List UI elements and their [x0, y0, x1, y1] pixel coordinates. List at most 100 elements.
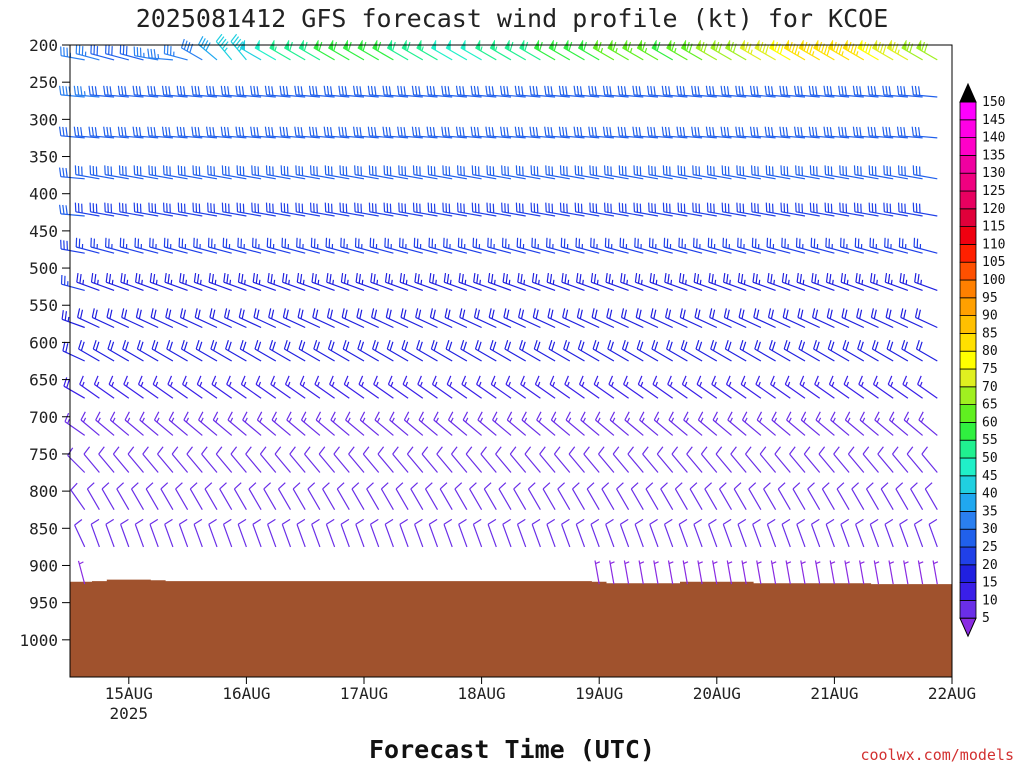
wind-barb — [163, 202, 188, 217]
barb-shaft — [869, 246, 894, 254]
y-tick-label: 400 — [29, 185, 58, 204]
barb-shaft — [430, 316, 453, 329]
barb-shaft — [634, 246, 659, 254]
barb-half — [644, 47, 648, 53]
credit-text[interactable]: coolwx.com/models — [860, 746, 1014, 764]
wind-barb — [708, 273, 732, 291]
barb-full — [314, 375, 320, 385]
barb-full — [801, 341, 806, 351]
wind-barb — [691, 85, 717, 98]
barb-full — [195, 340, 200, 350]
wind-barb — [568, 446, 585, 473]
barb-shaft — [476, 383, 497, 399]
barb-full — [459, 308, 463, 318]
barb-full — [818, 446, 826, 455]
wind-barb — [414, 518, 424, 548]
barb-shaft — [855, 246, 879, 254]
barb-shaft — [157, 453, 174, 473]
wind-barb — [711, 375, 732, 399]
barb-half — [449, 381, 453, 387]
barb-full — [811, 85, 815, 96]
barb-shaft — [255, 383, 277, 399]
barb-shaft — [198, 419, 218, 436]
wind-barb — [545, 165, 570, 180]
colorbar-segment — [959, 404, 977, 423]
wind-barb — [436, 446, 453, 473]
barb-full — [65, 343, 69, 353]
barb-shaft — [811, 246, 835, 254]
barb-shaft — [369, 135, 394, 139]
barb-full — [226, 274, 229, 284]
barb-full — [94, 127, 98, 137]
barb-shaft — [630, 488, 644, 510]
wind-barb — [59, 167, 85, 180]
wind-barb — [851, 482, 865, 510]
barb-full — [341, 85, 344, 96]
barb-shaft — [178, 211, 203, 217]
barb-full — [193, 518, 203, 525]
barb-full — [712, 309, 716, 319]
wind-barb — [473, 273, 497, 291]
wind-barb — [353, 126, 379, 139]
wind-barb — [274, 446, 291, 473]
barb-half — [346, 279, 349, 285]
wind-barb — [563, 340, 585, 362]
barb-shaft — [292, 488, 306, 510]
wind-barb — [661, 126, 688, 139]
barb-shaft — [830, 419, 850, 436]
barb-shaft — [384, 246, 409, 254]
barb-shaft — [356, 316, 379, 329]
barb-full — [832, 41, 837, 52]
barb-full — [520, 375, 525, 385]
barb-full — [763, 482, 771, 490]
barb-full — [191, 85, 194, 95]
barb-shaft — [328, 348, 350, 362]
wind-barb — [178, 518, 189, 548]
wind-barb — [781, 237, 806, 254]
barb-half — [331, 381, 335, 387]
barb-shaft — [472, 524, 483, 548]
wind-barb — [107, 340, 130, 362]
barb-full — [124, 341, 129, 351]
wind-barb — [289, 446, 306, 473]
barb-full — [900, 308, 904, 318]
barb-full — [650, 126, 653, 137]
y-tick-label: 900 — [29, 556, 58, 575]
barb-full — [756, 127, 759, 137]
barb-shaft — [130, 488, 145, 510]
wind-barb — [681, 375, 703, 399]
barb-full — [524, 446, 532, 455]
barb-full — [323, 126, 326, 136]
barb-full — [269, 340, 274, 350]
barb-full — [215, 446, 223, 455]
barb-shaft — [355, 281, 379, 291]
y-tick-label: 750 — [29, 445, 58, 464]
barb-full — [741, 411, 748, 421]
barb-shaft — [370, 246, 394, 254]
wind-barb — [313, 340, 335, 362]
barb-shaft — [840, 174, 864, 180]
barb-shaft — [649, 281, 673, 291]
barb-half — [112, 417, 116, 423]
wind-barb — [112, 446, 130, 473]
barb-full — [377, 41, 382, 52]
barb-shaft — [770, 560, 777, 585]
barb-full — [683, 341, 688, 351]
barb-half — [773, 417, 778, 423]
barb-shaft — [457, 94, 482, 98]
barb-shaft — [815, 419, 835, 436]
barb-full — [722, 518, 732, 525]
wind-barb — [147, 126, 173, 139]
barb-full — [518, 308, 522, 318]
barb-shaft — [215, 453, 233, 473]
barb-shaft — [61, 283, 85, 291]
barb-shaft — [208, 246, 232, 254]
barb-shaft — [781, 246, 806, 254]
barb-full — [784, 274, 788, 284]
barb-full — [403, 411, 410, 421]
barb-shaft — [227, 419, 247, 436]
barb-half — [362, 417, 366, 423]
barb-full — [241, 127, 245, 137]
wind-barb — [712, 411, 732, 436]
barb-shaft — [283, 316, 306, 329]
